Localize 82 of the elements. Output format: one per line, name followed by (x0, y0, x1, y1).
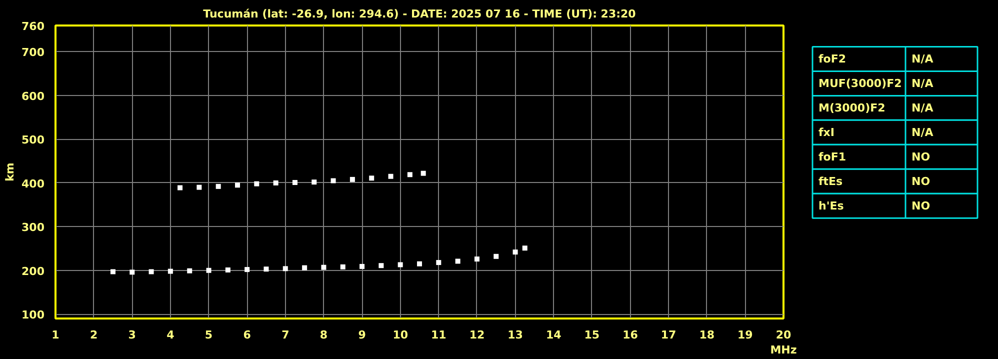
point (360, 264, 365, 269)
point (273, 180, 278, 186)
point (455, 258, 460, 264)
category-label: h'Es (818, 199, 844, 212)
x-tick-label: 4 (166, 328, 175, 342)
category-label: foF2 (818, 52, 846, 66)
y-tick-label: 100 (22, 308, 45, 322)
text: NO (912, 174, 930, 188)
x-tick-label: 13 (508, 328, 523, 342)
x-tick-label: 18 (699, 328, 715, 342)
text: N/A (912, 126, 934, 139)
text: N/A (912, 101, 934, 114)
point (436, 260, 442, 266)
x-tick-label: 6 (243, 328, 252, 342)
point (216, 184, 221, 189)
x-tick-label: 17 (660, 328, 676, 342)
point (340, 264, 346, 270)
x-tick-label: 16 (622, 328, 638, 342)
point (522, 246, 528, 251)
y-tick-label: 200 (22, 264, 45, 278)
x-tick-label: 12 (469, 328, 485, 342)
point (148, 269, 154, 274)
y-tick-label: 500 (22, 134, 45, 147)
point (178, 185, 183, 190)
category-label: foF1 (818, 150, 846, 164)
point (292, 180, 298, 185)
y-tick-label: 600 (22, 90, 45, 103)
point (312, 180, 317, 185)
point (350, 176, 355, 182)
point (130, 270, 135, 275)
x-tick-label: 2 (90, 328, 98, 342)
x-axis-title: MHz (770, 344, 797, 356)
point (321, 264, 326, 270)
point (330, 178, 336, 184)
x-tick-label: 14 (546, 328, 562, 342)
category-label: MUF(3000)F2 (818, 76, 902, 90)
text: N/A (912, 52, 934, 66)
y-tick-label: 300 (22, 221, 45, 234)
point (235, 182, 240, 188)
point (388, 174, 394, 179)
x-tick-label: 1 (52, 328, 60, 342)
point (369, 176, 374, 181)
text: NO (912, 199, 930, 212)
point (254, 181, 260, 186)
text: N/A (912, 76, 934, 90)
category-label: ftEs (818, 174, 843, 188)
x-tick-label: 3 (128, 328, 136, 342)
point (512, 250, 518, 255)
point (187, 268, 192, 274)
category-label: M(3000)F2 (818, 101, 886, 114)
x-tick-label: 5 (204, 328, 213, 342)
point (378, 263, 384, 268)
x-tick-label: 19 (738, 328, 753, 342)
point (282, 266, 288, 272)
chart-title: Tucumán (lat: -26.9, lon: 294.6) - DATE: 2025 07 16 - TIME (UT): 23:20 (203, 8, 636, 20)
text: NO (912, 150, 930, 164)
x-tick-label: 9 (358, 328, 366, 342)
point (302, 265, 308, 270)
point (206, 268, 212, 273)
y-tick-label: 700 (22, 46, 45, 60)
point (225, 267, 230, 272)
y-axis-title: km (4, 162, 17, 182)
point (474, 256, 480, 262)
x-tick-label: 20 (776, 328, 792, 342)
y-tick-label: 760 (22, 20, 45, 33)
point (244, 267, 250, 272)
point (264, 266, 269, 272)
point (494, 254, 499, 259)
x-tick-label: 7 (282, 328, 290, 342)
x-tick-label: 10 (392, 328, 408, 342)
point (407, 172, 412, 178)
point (420, 170, 426, 176)
x-tick-label: 8 (320, 328, 328, 342)
x-tick-label: 15 (584, 328, 600, 342)
point (110, 269, 116, 274)
x-tick-label: 11 (431, 328, 446, 342)
point (398, 262, 403, 268)
point (417, 261, 422, 266)
y-tick-label: 400 (22, 177, 45, 190)
point (168, 268, 173, 274)
category-label: fxI (818, 126, 834, 139)
point (196, 184, 202, 190)
